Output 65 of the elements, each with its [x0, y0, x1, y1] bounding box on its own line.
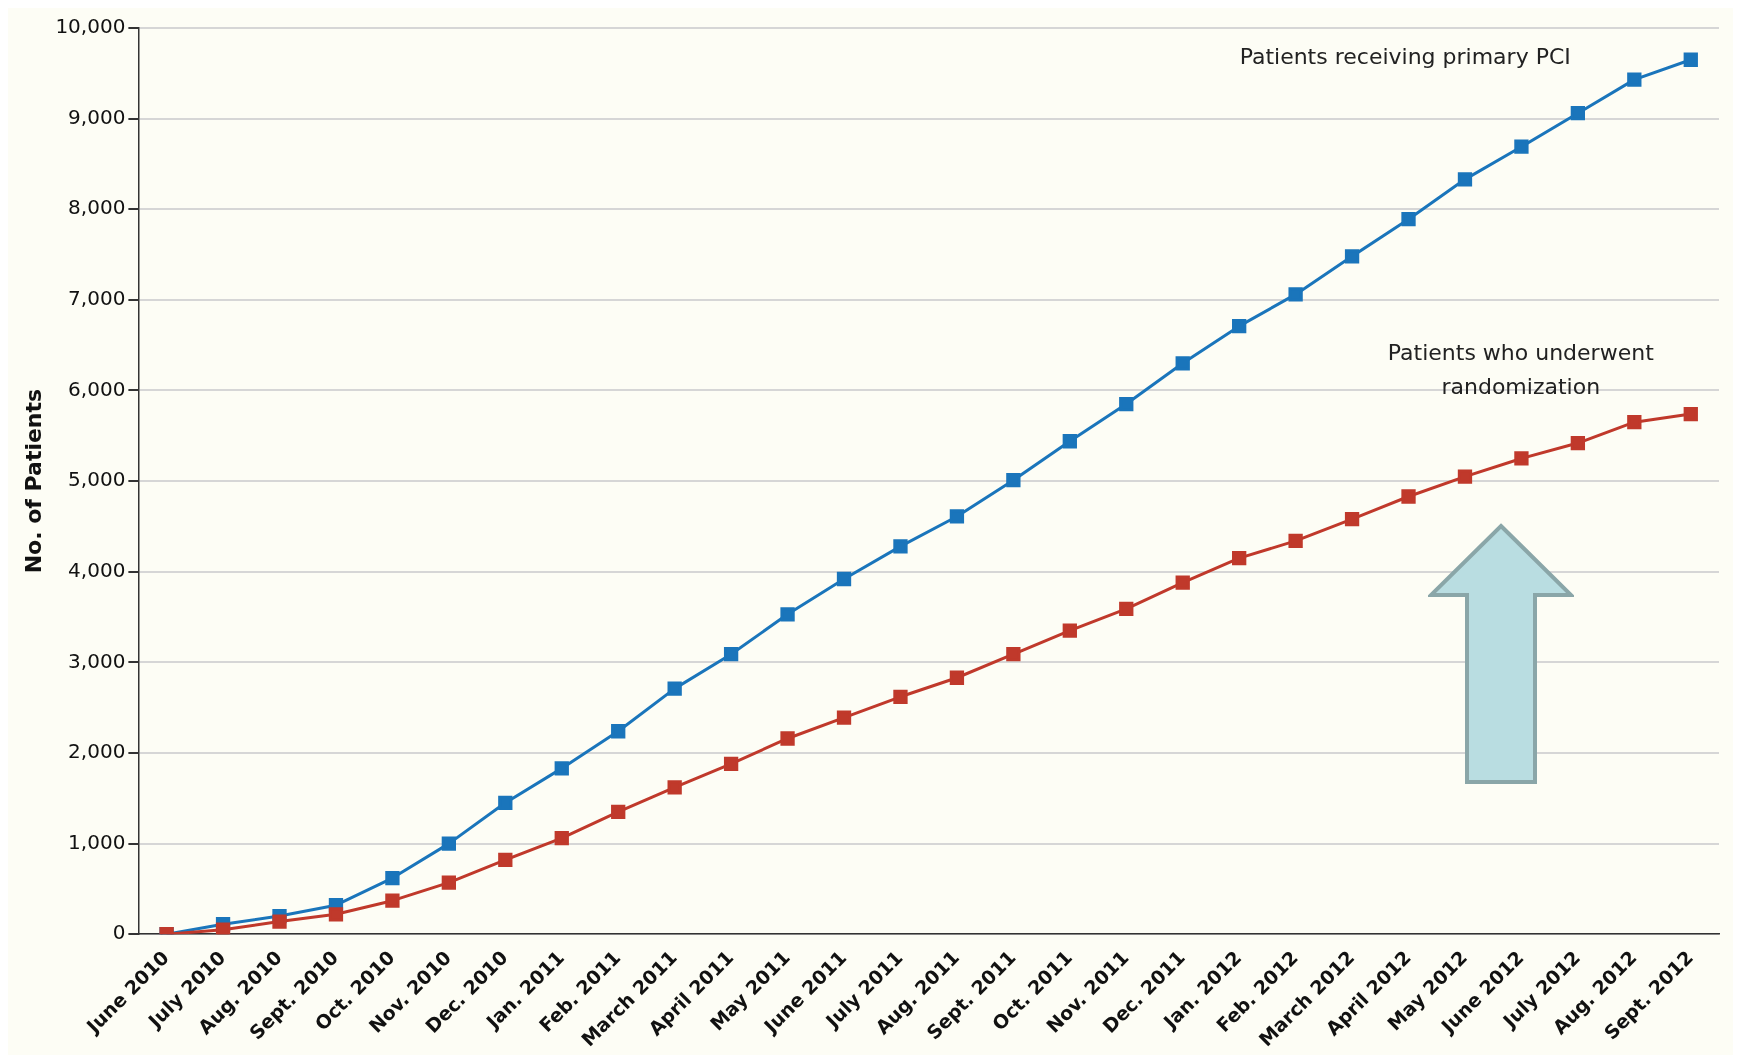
point — [1570, 435, 1586, 451]
y-tick-label: 5,000 — [68, 467, 126, 492]
point — [215, 922, 231, 935]
point — [836, 710, 852, 725]
y-tick-label: 4,000 — [68, 557, 126, 582]
point — [893, 539, 908, 554]
point — [554, 831, 569, 846]
point — [498, 852, 513, 868]
point — [723, 756, 739, 772]
point — [1288, 287, 1303, 302]
point — [1627, 415, 1642, 430]
point — [611, 804, 626, 820]
point — [893, 689, 908, 704]
y-tick-label: 0 — [112, 920, 126, 945]
point — [1683, 52, 1698, 67]
y-tick-label: 1,000 — [68, 829, 126, 854]
point — [780, 607, 795, 622]
point — [441, 836, 457, 851]
point — [667, 780, 682, 795]
y-tick-label: 8,000 — [68, 195, 126, 220]
y-axis-title: No. of Patients — [20, 388, 46, 574]
y-tick-label: 10,000 — [55, 14, 126, 39]
point — [1401, 489, 1416, 504]
y-tick-label: 2,000 — [68, 739, 126, 764]
point — [1062, 623, 1077, 638]
point — [1232, 550, 1247, 566]
y-tick-label: 9,000 — [68, 104, 126, 129]
point — [1006, 647, 1021, 662]
point — [272, 914, 287, 929]
point — [385, 870, 400, 886]
point — [1627, 72, 1642, 87]
point — [1570, 106, 1586, 121]
point — [1119, 396, 1134, 412]
y-tick-label: 7,000 — [68, 286, 126, 311]
point — [836, 571, 852, 587]
point — [1683, 406, 1698, 422]
point — [328, 907, 344, 922]
point — [723, 647, 739, 662]
point — [1119, 601, 1134, 617]
point — [949, 670, 965, 685]
point — [1232, 318, 1247, 334]
series-label: Patients who underwent randomization — [1387, 339, 1655, 399]
point — [1457, 172, 1473, 187]
point — [667, 681, 682, 696]
y-tick-label: 6,000 — [68, 376, 126, 401]
point — [1514, 139, 1529, 154]
point — [611, 724, 626, 739]
point — [1401, 212, 1416, 227]
point — [1006, 473, 1021, 488]
point — [1514, 451, 1529, 466]
point — [498, 795, 513, 810]
point — [1288, 533, 1303, 549]
series-label: Patients receiving primary PCI — [1239, 44, 1571, 70]
point — [385, 893, 400, 908]
point — [554, 761, 569, 776]
point — [1062, 434, 1077, 449]
point — [1344, 512, 1360, 527]
point — [1175, 356, 1190, 371]
point — [949, 509, 965, 524]
point — [780, 731, 795, 746]
point — [1457, 469, 1473, 484]
y-tick-label: 3,000 — [68, 648, 126, 673]
point — [1175, 575, 1190, 590]
point — [441, 875, 457, 890]
point — [1344, 249, 1360, 264]
